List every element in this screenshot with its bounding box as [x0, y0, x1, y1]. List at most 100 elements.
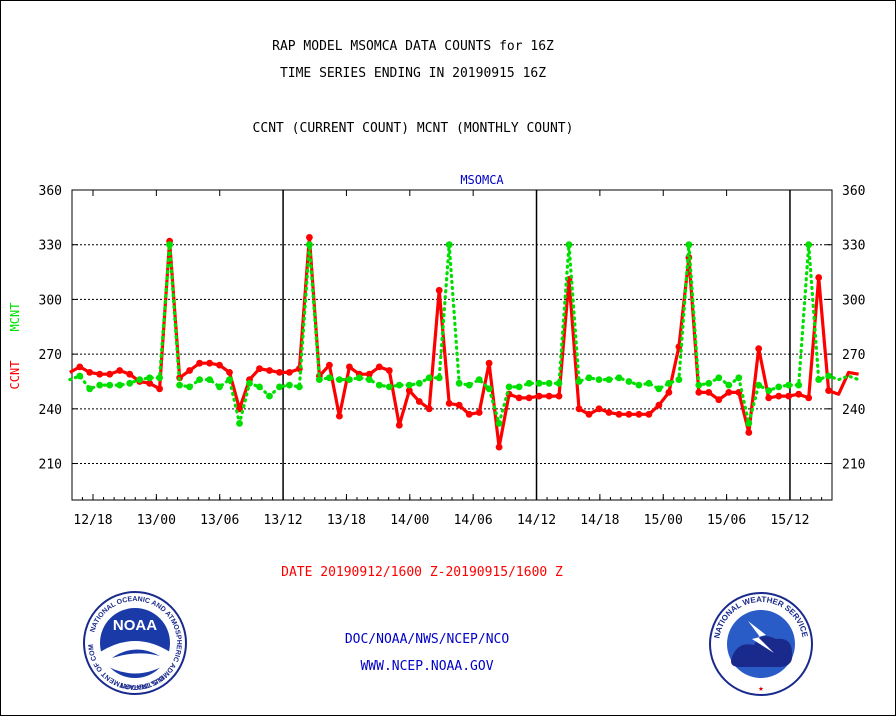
data-point-ccnt: [465, 410, 473, 418]
data-point-ccnt: [535, 392, 543, 400]
data-point-mcnt: [755, 381, 763, 389]
data-point-mcnt: [256, 383, 263, 391]
data-point-mcnt: [615, 374, 623, 382]
data-point-mcnt: [625, 378, 633, 385]
x-tick-label: 14/00: [390, 513, 429, 528]
data-point-mcnt: [495, 420, 503, 427]
data-point-ccnt: [286, 369, 293, 376]
y-tick-label-right: 360: [842, 184, 865, 199]
y-tick-label-left: 210: [39, 458, 62, 473]
y-tick-label-right: 210: [842, 458, 865, 473]
data-point-ccnt: [425, 405, 433, 413]
data-point-mcnt: [605, 376, 613, 383]
data-point-mcnt: [116, 381, 124, 389]
website-link[interactable]: WWW.NCEP.NOAA.GOV: [360, 659, 494, 674]
data-point-mcnt: [346, 376, 353, 383]
data-point-ccnt: [106, 370, 114, 378]
data-point-mcnt: [725, 381, 733, 389]
data-point-ccnt: [525, 394, 533, 402]
data-point-ccnt: [485, 359, 493, 367]
x-tick-label: 13/18: [327, 513, 366, 528]
data-point-ccnt: [146, 379, 154, 387]
data-point-mcnt: [425, 374, 433, 382]
data-point-mcnt: [136, 376, 144, 383]
chart-subtitle: MSOMCA: [460, 173, 504, 187]
data-point-ccnt: [625, 410, 633, 418]
data-point-mcnt: [635, 381, 643, 389]
data-point-mcnt: [515, 383, 523, 391]
data-point-ccnt: [435, 286, 443, 294]
data-point-ccnt: [725, 389, 733, 396]
data-point-mcnt: [775, 383, 783, 391]
data-point-mcnt: [246, 379, 253, 387]
data-point-mcnt: [296, 383, 303, 391]
y-axis-label-ccnt: CCNT: [8, 361, 22, 390]
data-point-ccnt: [395, 421, 403, 429]
data-point-ccnt: [605, 409, 613, 416]
y-axis-label: CCNT MCNT: [8, 303, 22, 390]
data-point-mcnt: [695, 381, 703, 389]
data-point-ccnt: [186, 367, 194, 374]
data-point-ccnt: [665, 389, 673, 396]
data-point-ccnt: [405, 387, 413, 394]
data-point-mcnt: [435, 374, 443, 382]
data-point-mcnt: [336, 376, 343, 383]
chart-title-line1: RAP MODEL MSOMCA DATA COUNTS for 16Z: [272, 39, 554, 54]
data-point-mcnt: [565, 241, 573, 249]
data-point-ccnt: [116, 367, 124, 374]
y-tick-label-right: 240: [842, 403, 865, 418]
data-point-ccnt: [765, 394, 773, 402]
data-point-mcnt: [785, 381, 793, 389]
data-point-mcnt: [685, 241, 693, 249]
data-point-mcnt: [375, 381, 383, 389]
data-point-ccnt: [266, 367, 273, 374]
data-point-mcnt: [705, 379, 713, 387]
data-point-mcnt: [96, 381, 104, 389]
data-point-ccnt: [96, 370, 104, 378]
data-point-mcnt: [326, 374, 333, 382]
data-point-ccnt: [755, 345, 763, 352]
chart-title-line3: CCNT (CURRENT COUNT) MCNT (MONTHLY COUNT…: [252, 121, 574, 136]
y-tick-label-left: 270: [39, 348, 62, 363]
data-point-ccnt: [346, 363, 353, 371]
data-point-ccnt: [415, 398, 423, 405]
data-point-mcnt: [355, 374, 363, 382]
data-point-ccnt: [375, 363, 383, 371]
data-point-mcnt: [226, 376, 233, 383]
data-point-ccnt: [256, 365, 263, 373]
y-tick-label-left: 360: [39, 184, 62, 199]
data-point-mcnt: [555, 379, 563, 387]
data-point-ccnt: [226, 369, 233, 376]
y-tick-label-left: 330: [39, 239, 62, 254]
date-range-label: DATE 20190912/1600 Z-20190915/1600 Z: [281, 565, 563, 580]
data-point-ccnt: [805, 394, 813, 402]
data-point-ccnt: [445, 400, 453, 407]
data-point-ccnt: [495, 443, 503, 451]
data-point-mcnt: [186, 383, 194, 391]
data-point-ccnt: [216, 361, 223, 369]
data-point-mcnt: [286, 381, 293, 389]
y-tick-label-right: 300: [842, 293, 865, 308]
data-point-mcnt: [645, 379, 653, 387]
x-tick-label: 12/18: [73, 513, 112, 528]
x-tick-label: 15/00: [644, 513, 683, 528]
data-point-ccnt: [545, 392, 553, 400]
y-tick-label-left: 240: [39, 403, 62, 418]
data-point-ccnt: [336, 412, 343, 420]
noaa-logo-text: NOAA: [113, 617, 157, 634]
data-point-ccnt: [515, 394, 523, 402]
data-point-ccnt: [385, 367, 393, 374]
chart-title-line2: TIME SERIES ENDING IN 20190915 16Z: [279, 66, 547, 81]
data-point-mcnt: [815, 376, 823, 383]
data-point-mcnt: [745, 420, 753, 427]
data-point-mcnt: [385, 383, 393, 391]
data-point-mcnt: [176, 381, 184, 389]
data-point-mcnt: [595, 376, 603, 383]
data-point-ccnt: [785, 392, 793, 400]
data-point-mcnt: [735, 374, 743, 382]
data-point-mcnt: [475, 376, 483, 383]
x-tick-label: 14/18: [580, 513, 619, 528]
data-point-mcnt: [86, 385, 94, 393]
x-tick-label: 14/12: [517, 513, 556, 528]
data-point-mcnt: [266, 392, 273, 400]
